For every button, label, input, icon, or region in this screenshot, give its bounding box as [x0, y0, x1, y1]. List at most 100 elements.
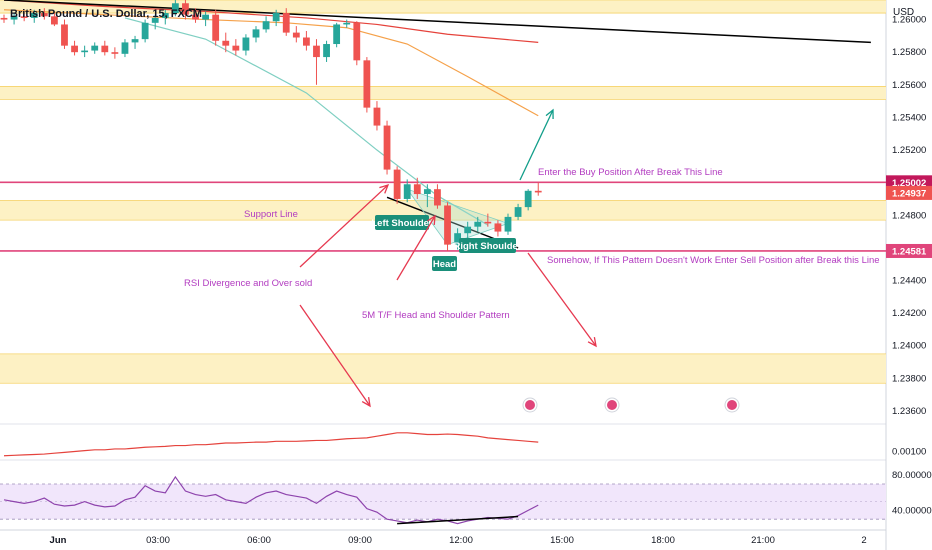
candle-body [272, 13, 280, 22]
price-tick-label: 1.25800 [892, 47, 926, 58]
candle [484, 213, 492, 227]
supply-demand-zone [0, 0, 886, 14]
candle [423, 184, 431, 208]
sell-arrow-head [587, 337, 597, 348]
event-flag-icon-core [607, 400, 617, 410]
candle [323, 40, 330, 62]
candle-body [131, 39, 139, 43]
oscillator-line [3, 432, 539, 457]
candle [161, 9, 169, 25]
price-tick-label: 1.24800 [892, 210, 926, 221]
rsi-up-arrow [299, 184, 389, 268]
time-tick-label: 03:00 [146, 535, 170, 546]
candle-body [363, 60, 371, 108]
right-shoulder-label-bg [459, 238, 516, 253]
candle [534, 182, 542, 196]
candle [313, 39, 320, 85]
pattern-arrow [396, 215, 436, 281]
candle [202, 11, 209, 27]
candle-body [202, 14, 209, 20]
candle [413, 177, 421, 199]
candle [101, 40, 109, 56]
candle-body [121, 42, 129, 54]
candle-body [242, 37, 250, 51]
candle-body [30, 13, 38, 18]
candle [272, 9, 280, 27]
candle-body [484, 221, 492, 224]
candle [121, 39, 129, 58]
candle-body [343, 22, 351, 25]
pattern-arrow-head [427, 214, 436, 226]
rsi-line [3, 475, 539, 525]
candle-body [444, 205, 451, 245]
candle [141, 19, 149, 43]
candle-body [434, 189, 441, 206]
supply-demand-zone [0, 353, 886, 384]
rsi-band [0, 484, 886, 520]
left-shoulder-label: Left Shoulder [371, 218, 433, 229]
candle-body [333, 24, 341, 45]
candle-body [81, 50, 89, 53]
time-tick-label: 09:00 [348, 535, 372, 546]
candle [111, 47, 119, 59]
candle-body [373, 107, 381, 126]
candle-body [534, 190, 542, 193]
candle [252, 26, 260, 43]
candle-body [282, 13, 290, 33]
rsi-tick-label: 80.00000 [892, 470, 932, 481]
candle [383, 120, 391, 175]
candle-body [101, 45, 109, 53]
oscillator-tick-label: 0.00100 [892, 447, 926, 458]
time-tick-label: Jun [50, 535, 67, 546]
time-tick-label: 12:00 [449, 535, 473, 546]
candle-body [232, 45, 240, 51]
candle-body [91, 45, 99, 51]
candle-body [171, 3, 179, 14]
time-tick-label: 18:00 [651, 535, 675, 546]
candle [30, 9, 38, 23]
candle-body [182, 3, 189, 15]
candle [353, 21, 361, 66]
price-tick-label: 1.25400 [892, 112, 926, 123]
candle [434, 184, 441, 209]
rsi-annotation: RSI Divergence and Over sold [184, 278, 312, 289]
sell-arrow [527, 252, 597, 347]
level-price-tag-bg [886, 175, 932, 190]
moving-average-line [3, 0, 539, 43]
candle [444, 202, 451, 252]
candle-body [151, 17, 159, 23]
candle [61, 19, 68, 49]
event-flag-icon-core [727, 400, 737, 410]
candle [10, 13, 18, 25]
rsi-up-arrow-head [379, 183, 390, 194]
candle-body [212, 14, 220, 41]
moving-average-line [3, 9, 539, 117]
time-tick-label: 21:00 [751, 535, 775, 546]
price-tick-label: 1.26000 [892, 15, 926, 26]
candle-body [51, 16, 58, 25]
rsi-down-arrow [299, 304, 371, 407]
time-tick-label: 15:00 [550, 535, 574, 546]
level-price-tag: 1.24581 [892, 246, 927, 257]
time-tick-label: 06:00 [247, 535, 271, 546]
candle [303, 30, 310, 51]
support-label: Support Line [244, 209, 298, 220]
candle [333, 22, 341, 48]
rsi-down-arrow-head [361, 397, 371, 408]
price-tick-label: 1.24200 [892, 308, 926, 319]
candle-body [524, 190, 532, 208]
price-tick-label: 1.23800 [892, 373, 926, 384]
candle [393, 166, 401, 204]
candle [20, 11, 28, 22]
candle-body [20, 16, 28, 18]
supply-demand-zone [0, 86, 886, 100]
candle-body [71, 45, 78, 53]
candle [494, 220, 502, 237]
candle-body [111, 52, 119, 54]
candle [51, 13, 58, 27]
candle [232, 39, 240, 56]
price-tick-label: 1.24000 [892, 341, 926, 352]
candle [504, 213, 512, 235]
candle-body [504, 216, 512, 232]
